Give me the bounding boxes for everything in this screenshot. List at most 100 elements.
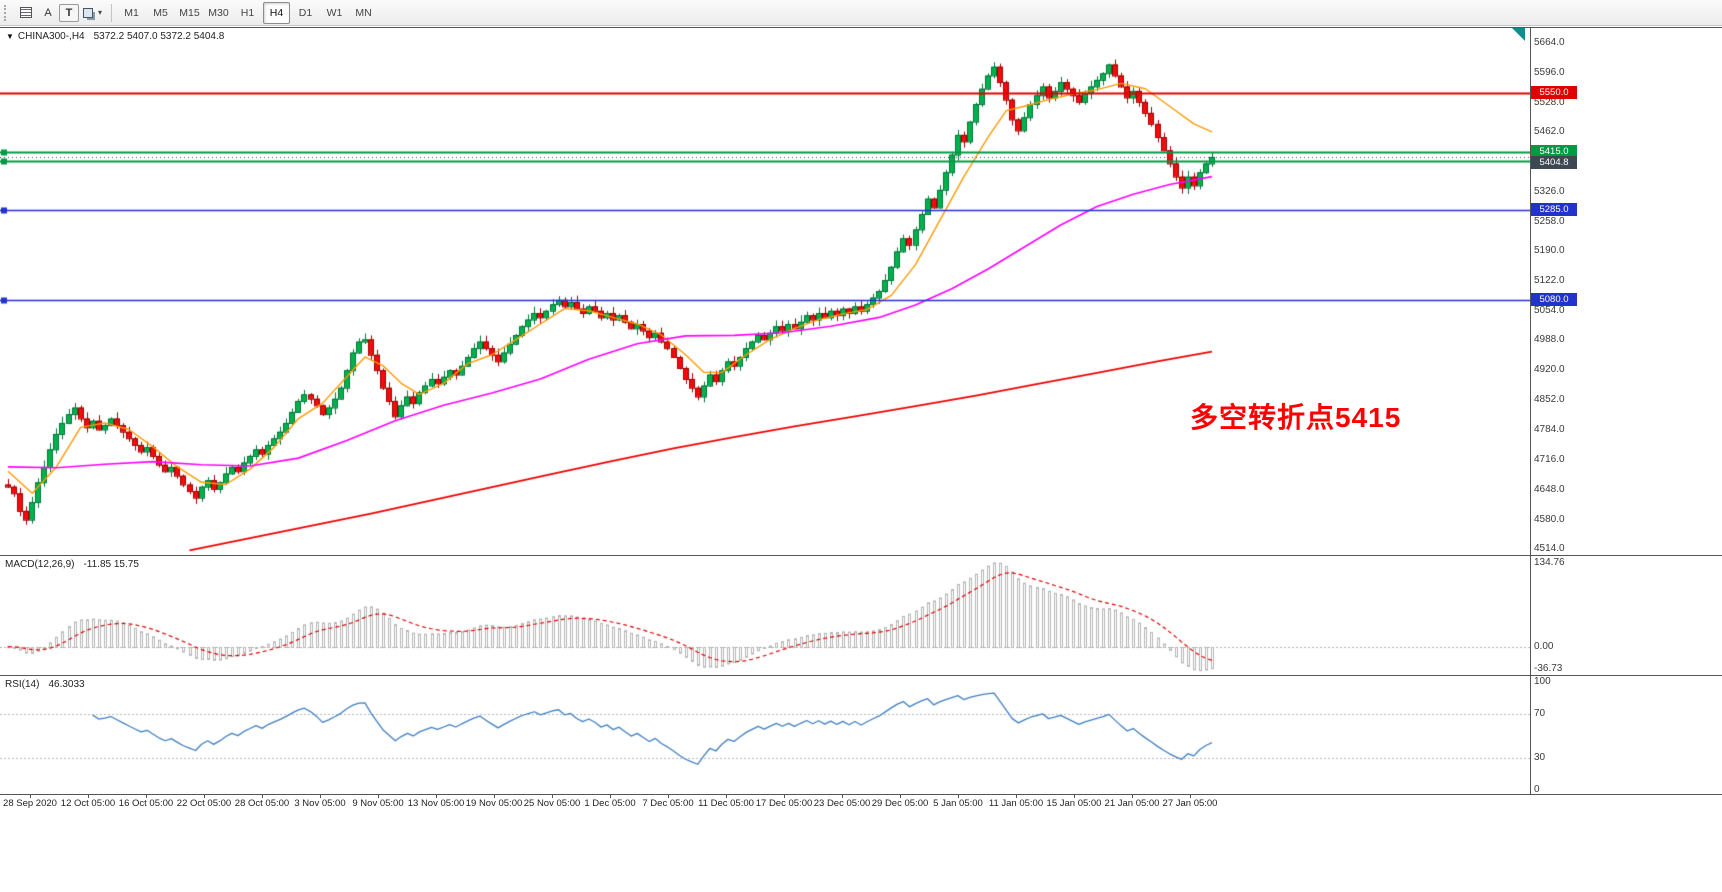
text-label-button[interactable]: T	[59, 3, 79, 22]
macd-axis-label: -36.73	[1534, 663, 1563, 675]
price-axis-label: 4580.0	[1534, 513, 1565, 525]
time-axis-label: 21 Jan 05:00	[1104, 798, 1160, 809]
price-axis-label: 5528.0	[1534, 96, 1565, 108]
time-axis-tick	[784, 794, 785, 798]
time-axis-label: 15 Jan 05:00	[1046, 798, 1102, 809]
time-axis-label: 11 Jan 05:00	[988, 798, 1044, 809]
macd-rsi-separator[interactable]	[0, 675, 1722, 676]
timeframe-button-h1[interactable]: H1	[240, 6, 255, 19]
time-axis-tick	[726, 794, 727, 798]
price-axis-label: 4648.0	[1534, 483, 1565, 495]
rsi-axis-label: 100	[1534, 675, 1551, 687]
macd-values: -11.85 15.75	[83, 559, 139, 570]
price-axis-label: 5462.0	[1534, 125, 1565, 137]
time-axis-tick	[146, 794, 147, 798]
timeframe-button-m1[interactable]: M1	[124, 6, 139, 19]
current-price-badge: 5404.8	[1531, 155, 1577, 169]
timeframe-button-w1[interactable]: W1	[326, 6, 343, 19]
price-level-badge: 5080.0	[1531, 292, 1577, 306]
time-axis-tick	[900, 794, 901, 798]
rsi-value: 46.3033	[48, 679, 85, 690]
chart-top-border	[0, 27, 1722, 28]
price-level-badge: 5550.0	[1531, 86, 1577, 100]
macd-header: MACD(12,26,9) -11.85 15.75	[5, 559, 139, 570]
time-axis-label: 28 Sep 2020	[3, 798, 57, 809]
time-axis-tick	[842, 794, 843, 798]
price-axis-label: 4716.0	[1534, 453, 1565, 465]
annotation-text-button[interactable]: A	[44, 6, 52, 19]
time-axis-label: 28 Oct 05:00	[234, 798, 290, 809]
time-axis-label: 23 Dec 05:00	[813, 798, 871, 809]
time-axis-label: 13 Nov 05:00	[407, 798, 465, 809]
objects-dropdown-button[interactable]: ▾	[79, 3, 106, 23]
price-axis-label: 4784.0	[1534, 423, 1565, 435]
price-axis-label: 4988.0	[1534, 334, 1565, 346]
price-axis-label: 5122.0	[1534, 275, 1565, 287]
chart-shift-marker	[1512, 28, 1525, 41]
price-axis-label: 5190.0	[1534, 245, 1565, 257]
timeframe-button-h4[interactable]: H4	[263, 1, 291, 24]
rsi-header: RSI(14) 46.3033	[5, 679, 85, 690]
time-axis-label: 29 Dec 05:00	[871, 798, 929, 809]
symbol-period-label: CHINA300-,H4	[17, 31, 85, 42]
macd-axis-label: 0.00	[1534, 640, 1554, 652]
rsi-axis-label: 30	[1534, 751, 1546, 763]
timeframe-button-mn[interactable]: MN	[355, 6, 372, 19]
timeframe-button-d1[interactable]: D1	[298, 6, 313, 19]
time-axis-label: 25 Nov 05:00	[523, 798, 581, 809]
time-axis-label: 19 Nov 05:00	[465, 798, 523, 809]
time-axis-tick	[1016, 794, 1017, 798]
price-axis-label: 5664.0	[1534, 36, 1565, 48]
time-axis-tick	[436, 794, 437, 798]
symbol-dropdown-icon[interactable]: ▼	[6, 32, 14, 41]
time-axis-tick	[88, 794, 89, 798]
time-axis-tick	[1190, 794, 1191, 798]
time-axis-tick	[378, 794, 379, 798]
price-axis-label: 5326.0	[1534, 185, 1565, 197]
time-axis-tick	[610, 794, 611, 798]
time-axis-label: 5 Jan 05:00	[933, 798, 983, 809]
candlestick-chart-canvas[interactable]	[0, 28, 1530, 554]
macd-axis-label: 134.76	[1534, 556, 1565, 568]
time-axis-tick	[262, 794, 263, 798]
time-axis-label: 22 Oct 05:00	[176, 798, 232, 809]
price-axis-label: 5054.0	[1534, 305, 1565, 317]
rsi-indicator-canvas[interactable]	[0, 676, 1530, 794]
main-macd-separator[interactable]	[0, 555, 1722, 556]
time-axis-tick	[494, 794, 495, 798]
time-axis-tick	[668, 794, 669, 798]
price-axis-label: 4514.0	[1534, 542, 1565, 554]
timeframe-button-m30[interactable]: M30	[208, 6, 229, 19]
time-axis-label: 12 Oct 05:00	[60, 798, 116, 809]
timeframe-button-m5[interactable]: M5	[153, 6, 168, 19]
macd-title: MACD(12,26,9)	[5, 559, 75, 570]
toolbar-separator	[111, 3, 113, 22]
rsi-title: RSI(14)	[5, 679, 40, 690]
time-axis-tick	[204, 794, 205, 798]
time-axis-tick	[1132, 794, 1133, 798]
toolbar-grip[interactable]	[4, 4, 10, 21]
ohlc-values: 5372.2 5407.0 5372.2 5404.8	[93, 31, 225, 42]
time-axis-label: 7 Dec 05:00	[642, 798, 694, 809]
chart-ohlc-header: ▼ CHINA300-,H4 5372.2 5407.0 5372.2 5404.8	[6, 31, 224, 42]
chart-list-icon	[20, 7, 32, 18]
toolbar: A T ▾ M1 M5 M15 M30 H1 H4 D1 W1 MN	[0, 0, 1722, 26]
time-axis-label: 11 Dec 05:00	[698, 798, 754, 809]
time-axis-label: 9 Nov 05:00	[352, 798, 404, 809]
timeframe-button-group: M1 M5 M15 M30 H1 H4 D1 W1 MN	[117, 1, 378, 24]
rsi-axis-label: 70	[1534, 708, 1546, 720]
time-axis-border	[0, 794, 1722, 795]
time-axis-tick	[1074, 794, 1075, 798]
chart-list-button[interactable]	[15, 3, 37, 23]
time-axis-tick	[552, 794, 553, 798]
layers-icon	[83, 7, 93, 18]
price-axis[interactable]	[1531, 28, 1722, 794]
time-axis-label: 17 Dec 05:00	[755, 798, 813, 809]
chevron-down-icon: ▾	[98, 8, 103, 17]
price-axis-label: 5258.0	[1534, 215, 1565, 227]
macd-indicator-canvas[interactable]	[0, 556, 1530, 674]
timeframe-button-m15[interactable]: M15	[179, 6, 200, 19]
chart-text-annotation[interactable]: 多空转折点5415	[1190, 402, 1402, 433]
time-axis-label: 27 Jan 05:00	[1162, 798, 1218, 809]
price-level-badge: 5415.0	[1531, 145, 1577, 159]
